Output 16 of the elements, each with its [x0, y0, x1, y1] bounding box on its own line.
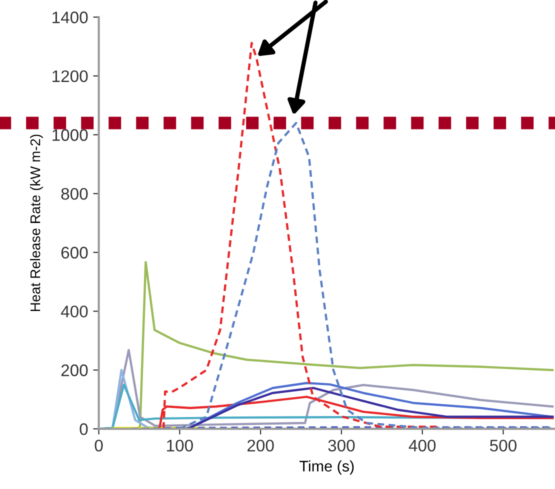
y-tick-label: 1000 [52, 129, 88, 141]
y-tick-label: 200 [61, 364, 88, 376]
x-tick-label: 500 [490, 440, 516, 452]
y-tick-label: 1400 [52, 12, 88, 24]
x-axis-title: Time (s) [300, 460, 354, 475]
y-tick-label: 1200 [52, 70, 88, 82]
y-tick-label: 0 [80, 423, 88, 436]
y-axis-title: Heat Release Rate (kW m-2) [30, 134, 43, 311]
y-tick-label: 400 [60, 306, 88, 318]
x-tick-label: 300 [328, 440, 355, 452]
x-tick-label: 100 [167, 440, 193, 452]
x-tick-label: 0 [94, 440, 103, 452]
y-tick-label: 600 [61, 246, 88, 259]
y-tick-label: 800 [61, 188, 88, 200]
x-tick-label: 400 [408, 440, 436, 452]
x-tick-label: 200 [248, 440, 274, 452]
